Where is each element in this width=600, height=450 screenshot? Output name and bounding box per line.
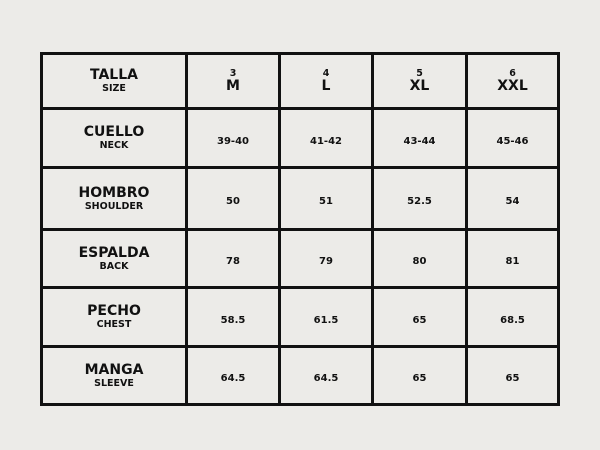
row-label: MANGA — [84, 361, 144, 378]
value: 68.5 — [500, 314, 525, 326]
value: 64.5 — [220, 373, 246, 384]
header-label: TALLA — [90, 67, 138, 83]
size-letter: L — [321, 78, 331, 94]
value-cell: 80 — [371, 228, 468, 289]
value-cell: 68.5 — [465, 286, 560, 348]
size-letter: XXL — [497, 78, 528, 94]
table-row: PECHO CHEST 58.5 61.5 65 68.5 — [40, 286, 560, 348]
value: 65 — [412, 373, 427, 384]
header-label-en: SIZE — [102, 83, 126, 94]
value: 54 — [505, 196, 520, 207]
size-cell: 6 XXL — [465, 52, 560, 110]
value-cell: 51 — [278, 166, 374, 231]
row-label-cell: ESPALDA BACK — [40, 228, 188, 289]
value: 39-40 — [217, 135, 249, 147]
row-label-cell: PECHO CHEST — [40, 286, 188, 348]
row-label-en: NECK — [99, 140, 129, 151]
row-label-en: SLEEVE — [94, 377, 134, 389]
header-label-cell: TALLA SIZE — [40, 52, 188, 110]
row-label-cell: MANGA SLEEVE — [40, 345, 188, 406]
value-cell: 61.5 — [278, 286, 374, 348]
row-label-cell: HOMBRO SHOULDER — [40, 166, 188, 231]
value-cell: 52.5 — [371, 166, 468, 231]
value: 65 — [412, 314, 427, 326]
value: 80 — [412, 256, 427, 267]
value: 78 — [226, 256, 240, 267]
row-label-en: BACK — [99, 260, 129, 272]
value-cell: 65 — [371, 345, 468, 406]
value-cell: 79 — [278, 228, 374, 289]
value-cell: 58.5 — [185, 286, 281, 348]
value: 79 — [319, 256, 333, 267]
size-number: 3 — [229, 68, 237, 79]
row-label-en: SHOULDER — [84, 200, 144, 212]
value: 41-42 — [310, 135, 342, 147]
value-cell: 39-40 — [185, 107, 281, 169]
size-number: 4 — [322, 68, 330, 79]
value-cell: 65 — [465, 345, 560, 406]
value: 51 — [319, 196, 333, 207]
value: 61.5 — [313, 314, 339, 326]
value-cell: 64.5 — [185, 345, 281, 406]
size-letter: XL — [409, 78, 430, 94]
value-cell: 78 — [185, 228, 281, 289]
value: 64.5 — [313, 373, 339, 384]
value: 50 — [226, 196, 240, 207]
size-cell: 5 XL — [371, 52, 468, 110]
table-row: HOMBRO SHOULDER 50 51 52.5 54 — [40, 166, 560, 231]
value-cell: 65 — [371, 286, 468, 348]
value-cell: 54 — [465, 166, 560, 231]
value: 65 — [505, 373, 520, 384]
value-cell: 43-44 — [371, 107, 468, 169]
row-label: PECHO — [87, 303, 141, 319]
value: 43-44 — [403, 135, 436, 147]
size-number: 6 — [509, 68, 516, 79]
row-label-cell: CUELLO NECK — [40, 107, 188, 169]
table-row: ESPALDA BACK 78 79 80 81 — [40, 228, 560, 289]
table-row: CUELLO NECK 39-40 41-42 43-44 45-46 — [40, 107, 560, 169]
value: 52.5 — [407, 196, 432, 207]
value-cell: 64.5 — [278, 345, 374, 406]
value-cell: 41-42 — [278, 107, 374, 169]
value: 45-46 — [496, 135, 529, 147]
row-label: ESPALDA — [78, 244, 150, 261]
size-letter: M — [226, 78, 240, 94]
row-label: HOMBRO — [78, 184, 150, 201]
value-cell: 45-46 — [465, 107, 560, 169]
value-cell: 81 — [465, 228, 560, 289]
value: 81 — [505, 256, 520, 267]
table-row: MANGA SLEEVE 64.5 64.5 65 65 — [40, 345, 560, 406]
row-label: CUELLO — [83, 124, 145, 140]
row-label-en: CHEST — [96, 319, 132, 330]
size-number: 5 — [416, 68, 423, 79]
value: 58.5 — [220, 314, 246, 326]
value-cell: 50 — [185, 166, 281, 231]
